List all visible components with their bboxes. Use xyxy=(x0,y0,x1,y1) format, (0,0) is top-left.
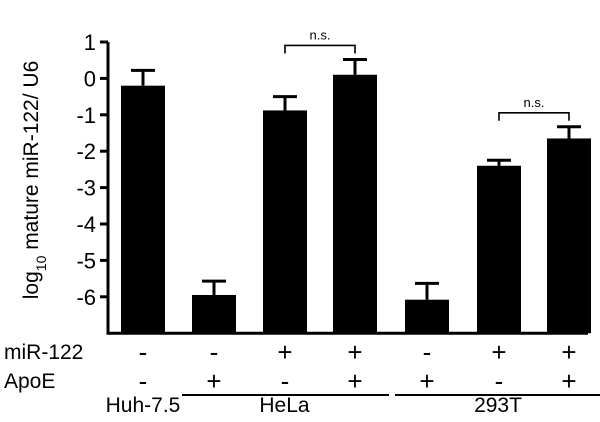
condition-sign: - xyxy=(281,366,290,396)
y-tick-label: -4 xyxy=(76,212,96,237)
condition-sign: + xyxy=(347,337,362,367)
group-label: HeLa xyxy=(259,394,310,417)
y-axis-label-main: log xyxy=(20,271,43,299)
condition-sign: - xyxy=(423,337,432,367)
y-axis-label-rest: mature miR-122/ U6 xyxy=(20,61,43,256)
y-tick-label: -1 xyxy=(76,103,96,128)
condition-sign: - xyxy=(139,337,148,367)
condition-sign: + xyxy=(419,366,434,396)
y-axis-label: log10 mature miR-122/ U6 xyxy=(20,61,49,300)
y-axis-label-subscript: 10 xyxy=(33,255,49,271)
significance-label: n.s. xyxy=(524,95,545,110)
condition-table: miR-122- - + + - + +ApoE - + - + + - +Huh-7.5 HeLa 293T xyxy=(4,337,600,417)
condition-sign: + xyxy=(347,366,362,396)
y-tick-label: -2 xyxy=(76,139,96,164)
condition-sign: + xyxy=(561,366,576,396)
group-label: Huh-7.5 xyxy=(106,394,181,417)
condition-sign: - xyxy=(495,366,504,396)
bar xyxy=(192,294,236,334)
y-tick-label: -5 xyxy=(76,248,96,273)
bars xyxy=(121,57,591,334)
group-label: 293T xyxy=(474,394,522,417)
condition-label: ApoE xyxy=(4,370,55,393)
significance-bracket xyxy=(284,44,356,54)
y-tick-label: 1 xyxy=(84,30,96,55)
y-tick-label: -6 xyxy=(76,285,96,310)
bar xyxy=(121,85,165,334)
significance-annotations: n.s. n.s. xyxy=(284,27,570,121)
bar xyxy=(547,138,591,334)
significance-bracket xyxy=(498,112,570,121)
significance-label: n.s. xyxy=(310,27,331,42)
y-tick-label: -3 xyxy=(76,176,96,201)
bar xyxy=(263,110,307,334)
y-tick-label: 0 xyxy=(84,66,96,91)
condition-sign: + xyxy=(277,337,292,367)
condition-sign: + xyxy=(491,337,506,367)
condition-sign: + xyxy=(561,337,576,367)
condition-label: miR-122 xyxy=(4,341,83,364)
bar xyxy=(405,299,449,334)
bar xyxy=(333,74,377,334)
condition-sign: + xyxy=(206,366,221,396)
condition-sign: - xyxy=(210,337,219,367)
bar xyxy=(477,165,521,334)
condition-sign: - xyxy=(139,366,148,396)
y-axis: 1 0 -1 -2 -3 -4 -5 -6 xyxy=(76,30,588,335)
